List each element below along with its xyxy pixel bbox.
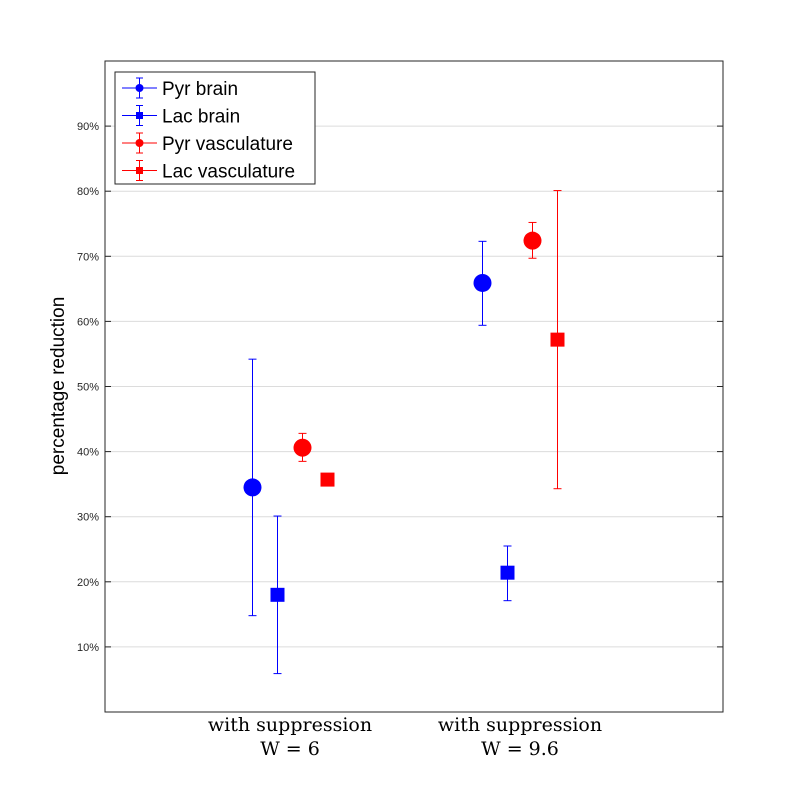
- y-tick-label: 80%: [77, 186, 99, 198]
- legend: Pyr brain Lac brain Pyr vasculature Lac vas…: [114, 71, 316, 185]
- series-lac-vasculature: [320, 190, 565, 490]
- y-tick-label: 90%: [77, 121, 99, 133]
- data-point: [270, 587, 285, 602]
- legend-label: Lac brain: [162, 107, 240, 128]
- data-point: [550, 332, 565, 347]
- legend-marker: [136, 112, 143, 119]
- legend-marker: [135, 84, 144, 92]
- y-tick-label: 50%: [77, 382, 99, 394]
- y-axis: 10% 20% 30% 40% 50% 60% 70% 80% 90%: [77, 121, 723, 654]
- series-pyr-brain: [243, 240, 492, 617]
- legend-label: Pyr brain: [162, 79, 238, 100]
- data-point: [320, 472, 335, 487]
- data-point: [293, 438, 312, 457]
- y-tick-label: 70%: [77, 251, 99, 263]
- category-label-line2: W = 6: [260, 738, 320, 760]
- y-tick-label: 40%: [77, 447, 99, 459]
- data-point: [523, 231, 542, 250]
- legend-label: Lac vasculature: [162, 162, 295, 183]
- legend-entry: Pyr brain: [122, 77, 238, 100]
- category-label-line2: W = 9.6: [481, 738, 559, 760]
- legend-label: Pyr vasculature: [162, 134, 293, 155]
- category-label-line1: with suppression: [208, 714, 372, 736]
- data-point: [473, 273, 492, 292]
- y-tick-label: 20%: [77, 577, 99, 589]
- legend-entry: Lac vasculature: [122, 160, 295, 183]
- data-point: [243, 478, 262, 497]
- legend-box: [114, 71, 316, 185]
- y-axis-label: percentage reduction: [48, 297, 69, 476]
- legend-marker: [136, 167, 143, 174]
- data-marks: [243, 190, 565, 675]
- series-lac-brain: [270, 515, 515, 675]
- legend-entry: Pyr vasculature: [122, 132, 293, 155]
- category-label-line1: with suppression: [438, 714, 602, 736]
- legend-entry: Lac brain: [122, 105, 240, 128]
- plot-frame: [104, 60, 724, 713]
- data-point: [500, 565, 515, 580]
- y-tick-label: 60%: [77, 316, 99, 328]
- legend-marker: [135, 139, 144, 147]
- y-tick-label: 30%: [77, 512, 99, 524]
- y-tick-label: 10%: [77, 642, 99, 654]
- series-pyr-vasculature: [293, 221, 542, 462]
